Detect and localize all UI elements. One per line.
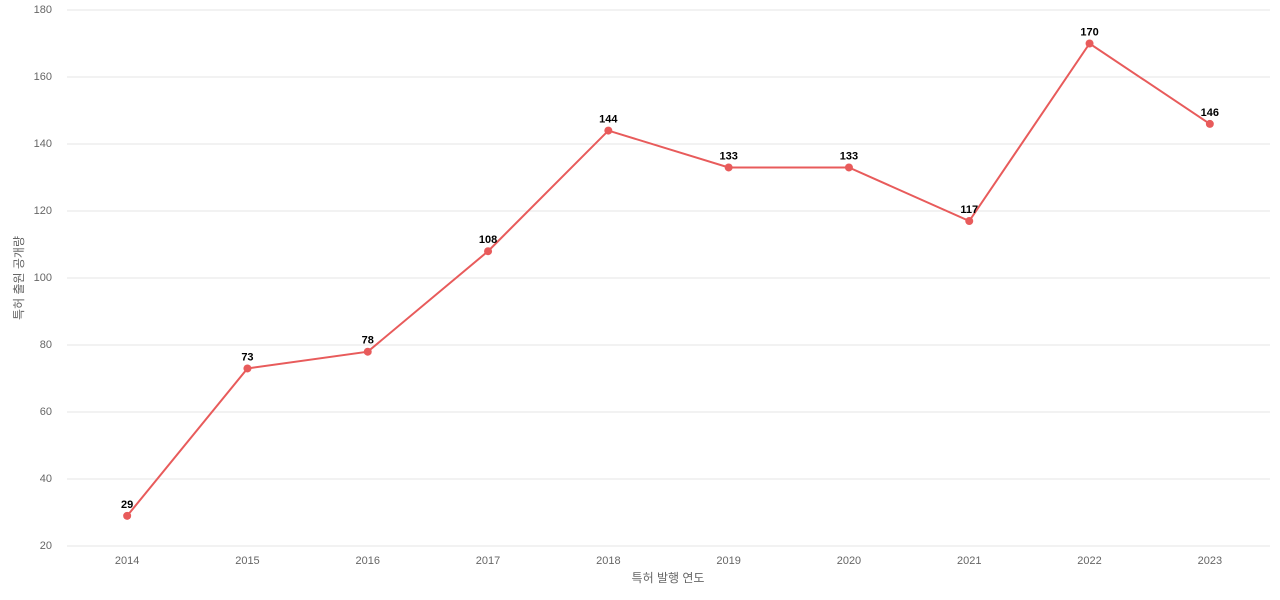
data-point	[363, 347, 372, 356]
x-tick-label: 2021	[957, 555, 981, 567]
y-tick-label: 20	[40, 540, 52, 552]
data-point	[123, 511, 132, 520]
value-label: 78	[362, 335, 374, 347]
x-tick-label: 2018	[596, 555, 620, 567]
series-line	[126, 42, 1211, 517]
x-tick-label: 2020	[837, 555, 861, 567]
data-point	[844, 163, 853, 172]
value-label: 170	[1080, 26, 1098, 38]
x-tick-label: 2016	[356, 555, 380, 567]
data-point	[724, 163, 733, 172]
value-label: 117	[960, 204, 978, 216]
data-point	[243, 364, 252, 373]
y-tick-label: 100	[34, 272, 52, 284]
y-tick-label: 60	[40, 406, 52, 418]
x-tick-label: 2019	[716, 555, 740, 567]
value-label: 146	[1201, 107, 1219, 119]
data-point	[484, 247, 493, 256]
data-point	[965, 217, 974, 226]
y-tick-label: 80	[40, 339, 52, 351]
x-tick-label: 2014	[115, 555, 139, 567]
x-tick-label: 2022	[1077, 555, 1101, 567]
y-tick-label: 140	[34, 138, 52, 150]
data-point	[1085, 39, 1094, 48]
x-tick-label: 2023	[1198, 555, 1222, 567]
x-axis-title: 특허 발행 연도	[632, 570, 705, 585]
value-label: 144	[599, 114, 618, 126]
data-point	[604, 126, 613, 135]
value-label: 29	[121, 499, 133, 511]
y-tick-label: 160	[34, 71, 52, 83]
y-axis-title: 특허 출원 공개량	[12, 236, 26, 320]
value-label: 133	[840, 150, 858, 162]
value-label: 73	[241, 351, 253, 363]
x-tick-label: 2017	[476, 555, 500, 567]
y-tick-label: 40	[40, 473, 52, 485]
y-tick-label: 120	[34, 205, 52, 217]
y-tick-label: 180	[34, 4, 52, 16]
x-tick-label: 2015	[235, 555, 259, 567]
value-label: 108	[479, 234, 497, 246]
value-label: 133	[719, 150, 737, 162]
data-point	[1205, 119, 1214, 128]
